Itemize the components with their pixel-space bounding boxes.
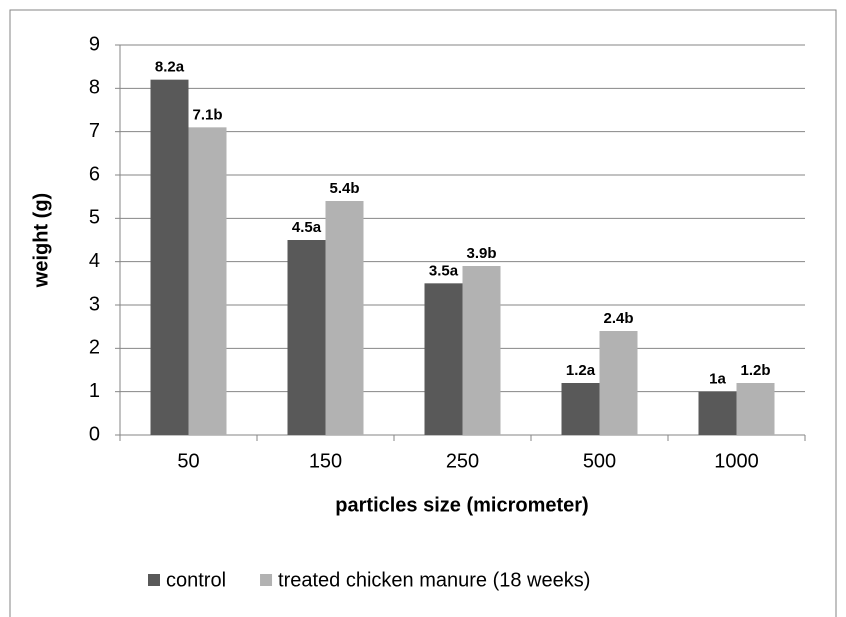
x-tick-label: 1000 <box>714 450 759 472</box>
value-label: 3.5a <box>429 262 459 279</box>
y-tick-label: 7 <box>89 120 100 142</box>
bar <box>188 127 227 435</box>
y-tick-label: 9 <box>89 33 100 55</box>
bar <box>424 283 463 435</box>
bar <box>736 383 775 435</box>
x-tick-label: 250 <box>446 450 479 472</box>
value-label: 7.1b <box>192 106 222 123</box>
bar <box>462 266 501 435</box>
y-axis-label: weight (g) <box>30 193 52 288</box>
y-tick-label: 2 <box>89 337 100 359</box>
x-tick-label: 150 <box>309 450 342 472</box>
y-tick-label: 5 <box>89 207 100 229</box>
bar <box>599 331 638 435</box>
value-label: 8.2a <box>155 59 185 76</box>
legend-label: control <box>166 569 226 591</box>
bar <box>287 240 326 435</box>
value-label: 1.2a <box>566 362 596 379</box>
x-tick-label: 500 <box>583 450 616 472</box>
y-tick-label: 4 <box>89 250 100 272</box>
bar <box>698 391 737 435</box>
value-label: 3.9b <box>466 245 496 262</box>
x-tick-label: 50 <box>177 450 199 472</box>
y-tick-label: 3 <box>89 293 100 315</box>
y-tick-label: 0 <box>89 423 100 445</box>
x-axis-label: particles size (micrometer) <box>335 494 588 516</box>
bar <box>325 201 364 435</box>
bar <box>561 383 600 435</box>
chart-frame <box>9 9 837 617</box>
value-label: 1a <box>709 371 726 388</box>
value-label: 1.2b <box>740 362 770 379</box>
y-tick-label: 1 <box>89 380 100 402</box>
bar <box>150 79 189 436</box>
legend-label: treated chicken manure (18 weeks) <box>278 569 590 591</box>
legend-swatch <box>260 574 273 586</box>
value-label: 5.4b <box>329 180 359 197</box>
legend-swatch <box>148 574 160 586</box>
y-tick-label: 6 <box>89 163 100 185</box>
value-label: 2.4b <box>603 310 633 327</box>
y-tick-label: 8 <box>89 77 100 99</box>
value-label: 4.5a <box>292 219 322 236</box>
